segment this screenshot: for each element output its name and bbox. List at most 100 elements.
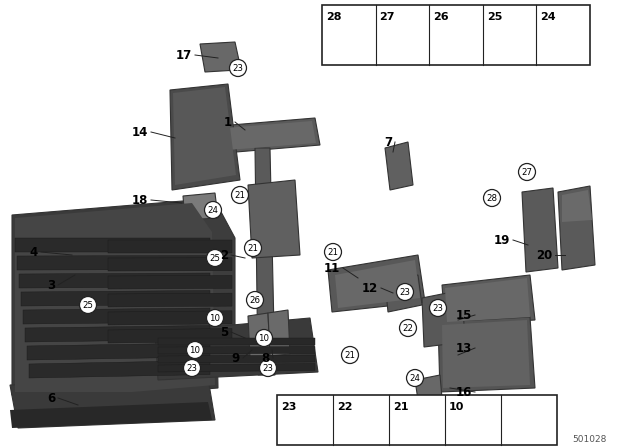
Text: 21: 21 [344,350,355,359]
Bar [277,395,557,445]
Circle shape [79,297,97,314]
Circle shape [230,60,246,77]
Polygon shape [29,361,210,378]
Text: 5: 5 [220,326,228,339]
Polygon shape [108,328,232,343]
Polygon shape [15,238,210,252]
Polygon shape [27,343,210,360]
Polygon shape [562,190,592,222]
Text: 25: 25 [83,301,93,310]
Text: 21: 21 [234,190,246,199]
Text: 10: 10 [189,345,200,354]
Text: 10: 10 [449,402,465,412]
Text: 27: 27 [380,12,395,22]
Text: 25: 25 [487,12,502,22]
Text: 27: 27 [522,168,532,177]
Circle shape [186,341,204,358]
Polygon shape [25,326,210,342]
Polygon shape [328,255,425,312]
Polygon shape [17,255,210,270]
Text: 19: 19 [493,233,510,246]
Polygon shape [105,210,235,365]
Text: 9: 9 [232,352,240,365]
Text: 23: 23 [433,303,444,313]
Polygon shape [158,338,315,345]
Polygon shape [248,313,270,358]
Polygon shape [170,84,240,190]
Text: 10: 10 [259,333,269,343]
Text: 26: 26 [250,296,260,305]
Polygon shape [155,318,318,380]
Text: 13: 13 [456,341,472,354]
Polygon shape [268,310,290,356]
Polygon shape [385,275,422,312]
Polygon shape [158,346,315,354]
Polygon shape [15,203,215,392]
Polygon shape [200,121,316,152]
Polygon shape [108,240,232,253]
Text: 15: 15 [456,309,472,322]
Polygon shape [385,142,413,190]
Text: 6: 6 [47,392,55,405]
Polygon shape [445,278,530,322]
Circle shape [429,300,447,316]
Text: 14: 14 [132,125,148,138]
Text: 18: 18 [132,194,148,207]
Circle shape [207,310,223,327]
Text: 26: 26 [433,12,449,22]
Polygon shape [200,42,240,72]
Text: 21: 21 [328,247,339,257]
Text: 20: 20 [536,249,552,262]
Polygon shape [108,293,232,307]
Text: 11: 11 [324,262,340,275]
Text: 1: 1 [224,116,232,129]
Polygon shape [183,193,218,220]
Text: 24: 24 [207,206,218,215]
Circle shape [255,329,273,346]
Polygon shape [158,363,315,372]
Polygon shape [335,260,420,308]
Polygon shape [10,378,215,428]
Circle shape [518,164,536,181]
Polygon shape [442,275,535,325]
Circle shape [342,346,358,363]
Text: 24: 24 [540,12,556,22]
Circle shape [246,292,264,309]
Polygon shape [10,402,212,428]
Polygon shape [558,186,595,270]
Text: 21: 21 [393,402,408,412]
Text: 23: 23 [399,288,410,297]
Text: 17: 17 [176,48,192,61]
Circle shape [483,190,500,207]
Text: 24: 24 [410,374,420,383]
Polygon shape [255,148,275,375]
Text: 7: 7 [384,135,392,148]
Polygon shape [108,276,232,289]
Text: 23: 23 [232,64,243,73]
Circle shape [244,240,262,257]
Polygon shape [195,118,320,155]
Text: 4: 4 [29,246,38,258]
Text: 23: 23 [262,363,273,372]
Circle shape [406,370,424,387]
Text: 23: 23 [186,363,198,372]
Text: 21: 21 [248,244,259,253]
Polygon shape [422,290,465,347]
Polygon shape [522,188,558,272]
Circle shape [205,202,221,219]
Polygon shape [12,200,218,395]
Text: 28: 28 [486,194,497,202]
Circle shape [232,186,248,203]
Polygon shape [442,320,530,388]
Circle shape [184,359,200,376]
Text: 25: 25 [209,254,221,263]
Text: 3: 3 [47,279,55,292]
Circle shape [399,319,417,336]
Text: 10: 10 [209,314,221,323]
Polygon shape [248,180,300,258]
Polygon shape [438,317,535,392]
Circle shape [397,284,413,301]
Polygon shape [108,311,232,325]
Polygon shape [23,308,210,324]
Circle shape [324,244,342,260]
